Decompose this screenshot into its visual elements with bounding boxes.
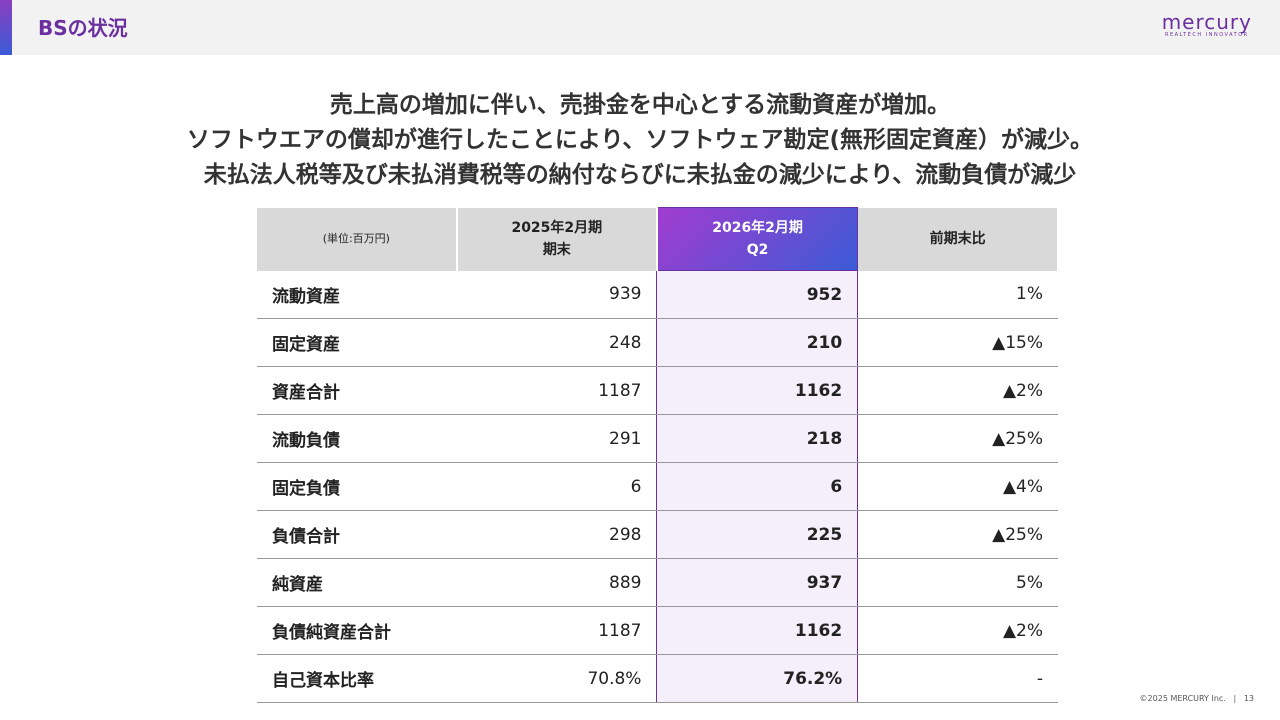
cell: 952	[656, 270, 859, 319]
cell: 6	[456, 462, 657, 511]
cell: 1162	[656, 366, 859, 415]
cell: 210	[656, 318, 859, 367]
page-number: 13	[1243, 694, 1254, 703]
cell: ▲4%	[857, 462, 1058, 511]
cell: 76.2%	[656, 654, 859, 703]
cell: ▲2%	[857, 366, 1058, 415]
cell: ▲15%	[857, 318, 1058, 367]
header-text: (単位:百万円)	[322, 232, 390, 245]
cell: 5%	[857, 558, 1058, 607]
cell: 218	[656, 414, 859, 463]
row-label: 純資産	[257, 558, 457, 607]
headline-line: ソフトウエアの償却が進行したことにより、ソフトウェア勘定(無形固定資産）が減少。	[186, 127, 1094, 153]
header-text: 前期末比	[929, 231, 986, 247]
bs-table: (単位:百万円) 2025年2月期 期末 2026年2月期 Q2 前期末比 流動資産 939 9…	[257, 207, 1060, 703]
table-row: 流動資産 939 952 1%	[257, 270, 1058, 319]
row-label: 固定資産	[257, 318, 457, 367]
header-cell: 前期末比	[857, 207, 1060, 271]
header-text: 2026年2月期	[712, 220, 803, 236]
headline: 売上高の増加に伴い、売掛金を中心とする流動資産が増加。ソフトウエアの償却が進行し…	[0, 88, 1280, 193]
header-text: 2025年2月期	[511, 220, 603, 236]
table-row: 負債純資産合計 1187 1162 ▲2%	[257, 606, 1058, 655]
table-row: 固定負債 6 6 ▲4%	[257, 462, 1058, 511]
headline-line: 未払法人税等及び未払消費税等の納付ならびに未払金の減少により、流動負債が減少	[203, 162, 1077, 188]
cell: ▲25%	[857, 510, 1058, 559]
logo: mercury REALTECH INNOVATOR	[1162, 12, 1252, 38]
table-row: 流動負債 291 218 ▲25%	[257, 414, 1058, 463]
cell: 937	[656, 558, 859, 607]
row-label: 固定負債	[257, 462, 457, 511]
cell: 70.8%	[456, 654, 657, 703]
cell: 889	[456, 558, 657, 607]
table-row: 純資産 889 937 5%	[257, 558, 1058, 607]
cell: 6	[656, 462, 859, 511]
cell: ▲25%	[857, 414, 1058, 463]
cell: ▲2%	[857, 606, 1058, 655]
row-label: 流動負債	[257, 414, 457, 463]
header-cell: 2026年2月期 Q2	[656, 207, 859, 271]
row-label: 資産合計	[257, 366, 457, 415]
cell: 1187	[456, 366, 657, 415]
footer: ©2025 MERCURY Inc. | 13	[1139, 694, 1254, 703]
row-label: 負債合計	[257, 510, 457, 559]
copyright: ©2025 MERCURY Inc.	[1139, 694, 1226, 703]
cell: 1%	[857, 270, 1058, 319]
row-label: 負債純資産合計	[257, 606, 457, 655]
headline-line: 売上高の増加に伴い、売掛金を中心とする流動資産が増加。	[329, 92, 951, 118]
logo-name: mercury	[1161, 10, 1252, 34]
cell: -	[857, 654, 1058, 703]
table-row: 固定資産 248 210 ▲15%	[257, 318, 1058, 367]
cell: 298	[456, 510, 657, 559]
header-cell: 2025年2月期 期末	[456, 207, 658, 271]
slide-title: BSの状況	[38, 16, 128, 40]
logo-subtitle: REALTECH INNOVATOR	[1165, 32, 1249, 38]
cell: 1187	[456, 606, 657, 655]
cell: 939	[456, 270, 657, 319]
header-cell: (単位:百万円)	[257, 207, 458, 271]
header-text: Q2	[746, 242, 769, 258]
table-row: 負債合計 298 225 ▲25%	[257, 510, 1058, 559]
cell: 248	[456, 318, 657, 367]
row-label: 流動資産	[257, 270, 457, 319]
table-row: 自己資本比率 70.8% 76.2% -	[257, 654, 1058, 703]
accent-strip	[0, 0, 12, 55]
header-text: 期末	[542, 242, 571, 258]
cell: 1162	[656, 606, 859, 655]
cell: 225	[656, 510, 859, 559]
row-label: 自己資本比率	[257, 654, 457, 703]
table-row: 資産合計 1187 1162 ▲2%	[257, 366, 1058, 415]
cell: 291	[456, 414, 657, 463]
top-bar	[0, 0, 1280, 55]
